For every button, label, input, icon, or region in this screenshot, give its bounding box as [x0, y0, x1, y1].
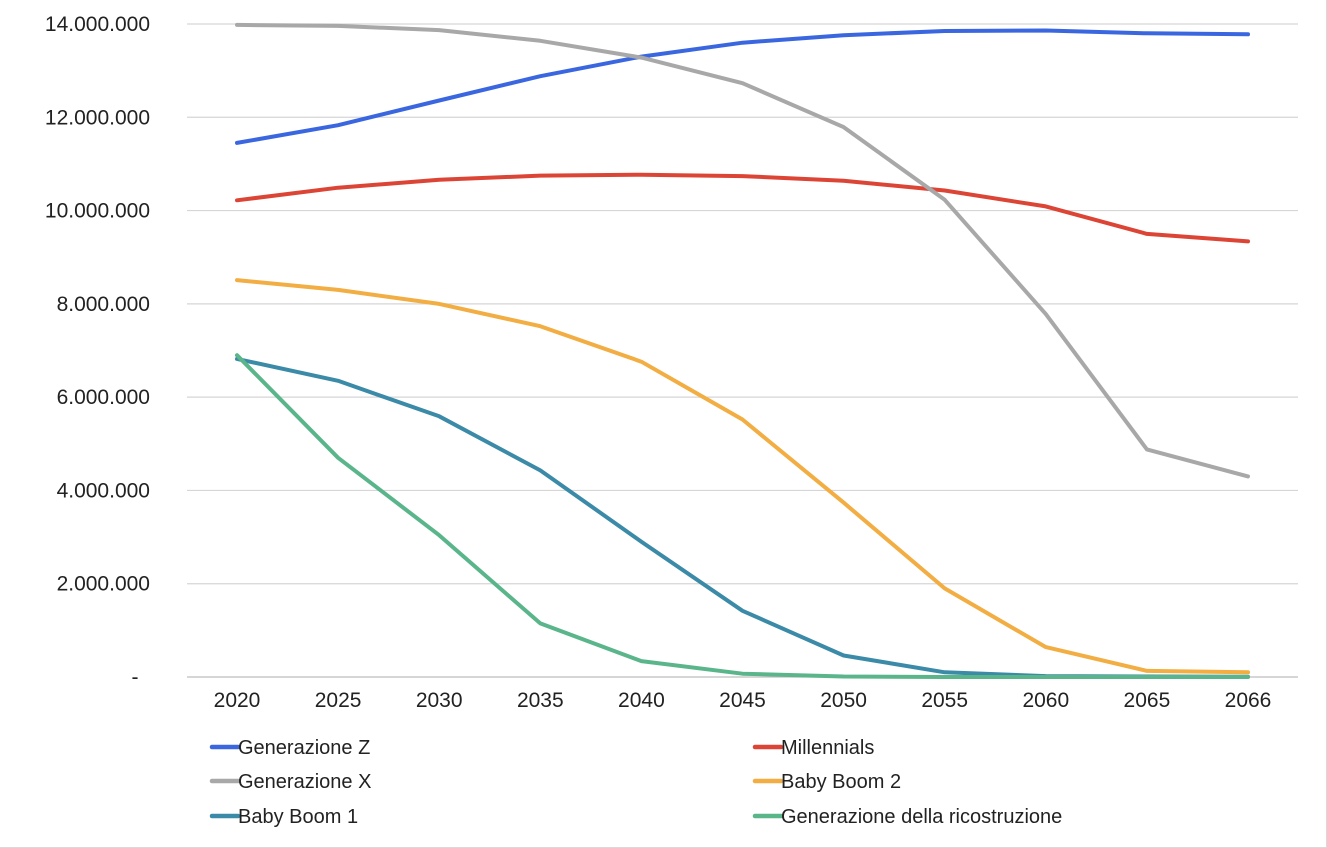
x-tick-label: 2065 [1124, 689, 1171, 712]
legend: Generazione Z Millennials Generazione X Bab… [209, 737, 1062, 828]
x-tick-label: 2020 [214, 689, 261, 712]
x-tick-label: 2050 [820, 689, 867, 712]
y-axis-ticks: - 2.000.000 4.000.000 6.000.000 8.000.000 10.… [45, 13, 150, 689]
legend-label: Generazione X [238, 771, 371, 793]
y-tick-label: 8.000.000 [57, 293, 150, 316]
legend-label: Generazione della ricostruzione [781, 806, 1062, 828]
x-tick-label: 2066 [1225, 689, 1272, 712]
x-tick-label: 2040 [618, 689, 665, 712]
legend-label: Baby Boom 1 [238, 806, 358, 828]
series-line-baby-boom-2 [235, 278, 1250, 675]
x-tick-label: 2045 [719, 689, 766, 712]
y-tick-label: 14.000.000 [45, 13, 150, 36]
series-line-generazione-z [235, 28, 1250, 145]
legend-label: Generazione Z [238, 737, 370, 759]
legend-item: Baby Boom 1 [209, 806, 358, 828]
x-axis-ticks: 2020 2025 2030 2035 2040 2045 2050 2055 2060 2065… [214, 689, 1272, 712]
legend-label: Millennials [781, 737, 874, 759]
x-tick-label: 2055 [921, 689, 968, 712]
legend-item: Generazione Z [209, 737, 370, 759]
y-tick-label: 6.000.000 [57, 386, 150, 409]
x-tick-label: 2060 [1022, 689, 1069, 712]
legend-item: Millennials [752, 737, 874, 759]
series-line-baby-boom-1 [235, 356, 1250, 679]
y-tick-label: 4.000.000 [57, 479, 150, 502]
series-line-millennials [235, 172, 1250, 244]
x-tick-label: 2030 [416, 689, 463, 712]
legend-item: Baby Boom 2 [752, 771, 901, 793]
y-tick-label: 2.000.000 [57, 573, 150, 596]
y-tick-label: - [132, 666, 139, 689]
legend-label: Baby Boom 2 [781, 771, 901, 793]
series-line-generazione-della-ricostruzione [235, 353, 1250, 679]
legend-item: Generazione X [209, 771, 371, 793]
series-lines [235, 22, 1250, 679]
legend-item: Generazione della ricostruzione [752, 806, 1062, 828]
y-tick-label: 10.000.000 [45, 200, 150, 223]
y-tick-label: 12.000.000 [45, 106, 150, 129]
x-tick-label: 2025 [315, 689, 362, 712]
series-line-generazione-x [235, 22, 1250, 479]
x-tick-label: 2035 [517, 689, 564, 712]
